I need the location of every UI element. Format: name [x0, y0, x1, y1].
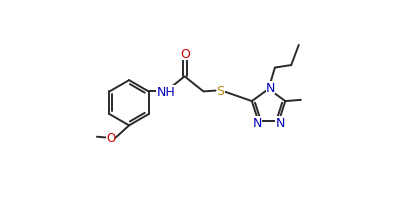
Text: NH: NH — [156, 85, 175, 99]
Text: S: S — [216, 84, 224, 97]
Text: O: O — [106, 132, 115, 145]
Text: N: N — [252, 117, 261, 130]
Text: N: N — [275, 117, 284, 130]
Text: O: O — [180, 48, 189, 60]
Text: N: N — [265, 82, 275, 95]
